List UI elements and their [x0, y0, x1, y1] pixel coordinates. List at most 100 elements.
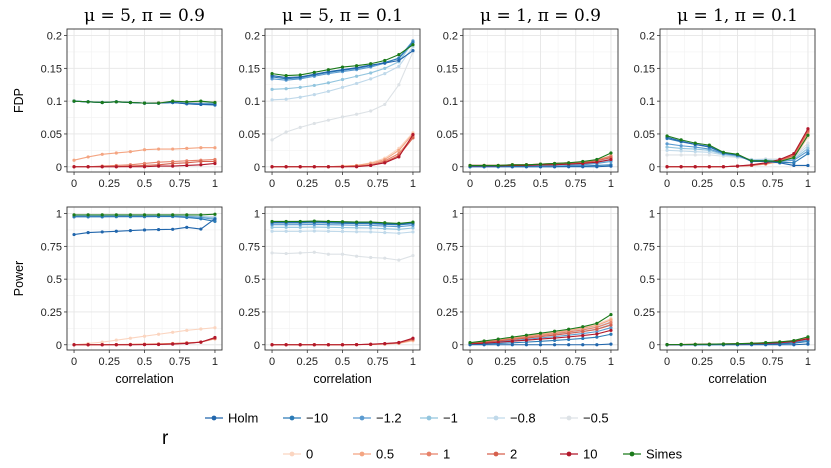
data-point [397, 52, 401, 57]
data-point [679, 144, 683, 148]
legend-key-point [359, 451, 365, 457]
data-point [354, 165, 359, 169]
data-point [397, 231, 401, 235]
y-tick-label: 0.15 [634, 63, 655, 75]
data-point [609, 318, 613, 322]
panel-border [659, 206, 816, 351]
data-point [665, 153, 669, 157]
data-point [411, 220, 415, 224]
data-point [369, 109, 373, 113]
data-point [397, 155, 401, 159]
y-tick-label: 0 [452, 162, 458, 174]
data-point [693, 165, 697, 169]
data-point [340, 68, 345, 72]
data-point [171, 227, 175, 231]
data-point [114, 151, 118, 155]
y-tick-label: 0.75 [634, 241, 655, 253]
data-point [411, 253, 415, 258]
series-simes [72, 212, 217, 217]
data-point [538, 335, 543, 339]
data-point [312, 121, 316, 126]
data-point [298, 225, 302, 229]
data-point [552, 161, 557, 166]
data-point [581, 165, 585, 169]
data-point [354, 220, 359, 224]
x-tick-label: 0 [467, 178, 473, 190]
data-point [609, 342, 613, 346]
data-point [185, 341, 189, 346]
data-point [100, 343, 104, 347]
x-tick-label: 0.5 [730, 356, 745, 368]
y-tick-label: 1 [56, 209, 62, 221]
data-point [199, 340, 203, 344]
data-point [340, 77, 345, 82]
data-point [213, 335, 217, 340]
data-point [510, 335, 514, 339]
data-point [369, 163, 373, 168]
legend-label: Simes [646, 447, 683, 462]
data-point [369, 255, 373, 260]
data-point [86, 165, 90, 169]
data-point [199, 327, 203, 331]
data-point [156, 342, 161, 347]
data-point [383, 227, 387, 231]
legend-item-neg10: −10 [283, 411, 328, 426]
data-point [693, 141, 697, 145]
data-point [100, 230, 104, 234]
data-point [552, 329, 557, 333]
data-point [354, 112, 359, 116]
x-tick-label: 0.5 [533, 356, 548, 368]
data-point [185, 161, 189, 165]
data-point [354, 81, 359, 86]
legend-key-point [426, 415, 432, 421]
data-point [496, 337, 500, 341]
legend-label: 0.5 [376, 447, 394, 462]
data-point [552, 333, 557, 337]
data-point [199, 99, 203, 103]
series-10 [270, 133, 415, 169]
series-holm [72, 217, 217, 237]
data-point [72, 213, 76, 217]
data-point [156, 147, 161, 151]
data-point [72, 343, 76, 347]
data-point [312, 229, 316, 233]
series-holm [468, 342, 613, 347]
data-point [778, 159, 782, 164]
data-point [298, 85, 302, 89]
data-point [156, 164, 161, 168]
panel-title: μ = 1, π = 0.9 [480, 6, 601, 26]
panel-power-mu1-pi09: 0 0.25 0.5 0.75 1 0 0.25 0.5 0.75 1 correlation [437, 206, 619, 386]
panel-fdp-mu5-pi01: 0 0.05 0.1 0.15 0.2 0 0.25 0.5 0.75 1 μ = 5, π = 0… [239, 6, 421, 190]
data-point [369, 230, 373, 234]
data-point [270, 165, 274, 169]
x-tick-label: 0 [71, 178, 77, 190]
y-tick-label: 0.1 [245, 96, 260, 108]
data-point [792, 161, 796, 165]
data-point [538, 337, 543, 341]
data-point [326, 219, 331, 224]
panel-fdp-mu5-pi09: 0 0.05 0.1 0.15 0.2 0 0.25 0.5 0.75 1 μ = 5, π = 0… [12, 6, 223, 190]
y-tick-label: 0.25 [239, 307, 260, 319]
data-point [185, 146, 189, 150]
data-point [86, 230, 90, 235]
x-tick-label: 0.75 [565, 356, 586, 368]
x-tick-label: 0 [71, 356, 77, 368]
data-point [806, 133, 810, 137]
data-point [270, 229, 274, 233]
data-point [185, 328, 189, 332]
data-point [340, 85, 345, 89]
data-point [735, 152, 740, 156]
data-point [369, 71, 373, 75]
data-point [340, 225, 345, 230]
y-tick-label: 0.25 [634, 307, 655, 319]
data-point [693, 153, 697, 157]
y-tick-label: 0.5 [245, 274, 260, 286]
x-tick-label: 1 [410, 356, 416, 368]
data-point [312, 343, 316, 347]
data-point [806, 152, 810, 156]
legend-item-neg1: −1 [420, 411, 458, 426]
data-point [284, 130, 288, 134]
panel-fdp-mu1-pi09: 0 0.05 0.1 0.15 0.2 0 0.25 0.5 0.75 1 μ = 1, π = 0… [437, 6, 619, 190]
y-tick-label: 0 [649, 340, 655, 352]
